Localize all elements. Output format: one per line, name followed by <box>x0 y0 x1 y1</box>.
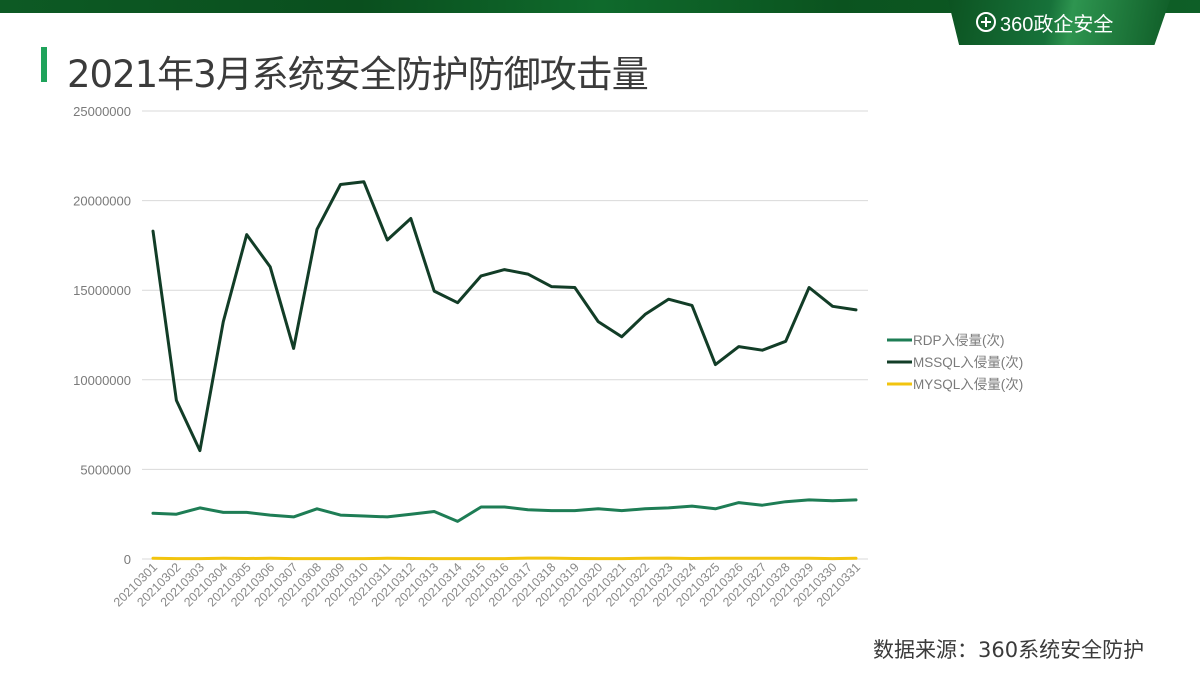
series-line <box>151 180 858 453</box>
brand-logo-text: 360政企安全 <box>1000 13 1114 36</box>
chart-gridlines <box>142 110 868 560</box>
plus-circle-logo-icon <box>976 12 996 32</box>
y-tick-label: 20000000 <box>73 194 131 209</box>
y-tick-label: 0 <box>124 552 131 567</box>
top-banner <box>0 0 1200 13</box>
y-tick-label: 5000000 <box>80 462 131 477</box>
chart-series-lines <box>151 180 858 561</box>
x-axis-ticks: 2021030120210302202103032021030420210305… <box>111 560 863 609</box>
y-tick-label: 15000000 <box>73 283 131 298</box>
title-accent-bar <box>41 47 47 82</box>
series-line <box>151 498 858 523</box>
series-line <box>151 556 858 561</box>
legend-label: MSSQL入侵量(次) <box>913 354 1023 370</box>
y-axis-ticks: 0 5000000 10000000 15000000 20000000 25000000 <box>73 104 131 567</box>
data-source-note: 数据来源：360系统安全防护 <box>873 638 1145 662</box>
y-tick-label: 10000000 <box>73 373 131 388</box>
chart-legend: RDP入侵量(次) MSSQL入侵量(次) MYSQL入侵量(次) <box>887 332 1023 392</box>
legend-label: MYSQL入侵量(次) <box>913 376 1023 392</box>
legend-label: RDP入侵量(次) <box>913 332 1005 348</box>
brand-logo-tab: 360政企安全 <box>948 0 1170 45</box>
y-tick-label: 25000000 <box>73 104 131 119</box>
page-title: 2021年3月系统安全防护防御攻击量 <box>67 53 649 96</box>
